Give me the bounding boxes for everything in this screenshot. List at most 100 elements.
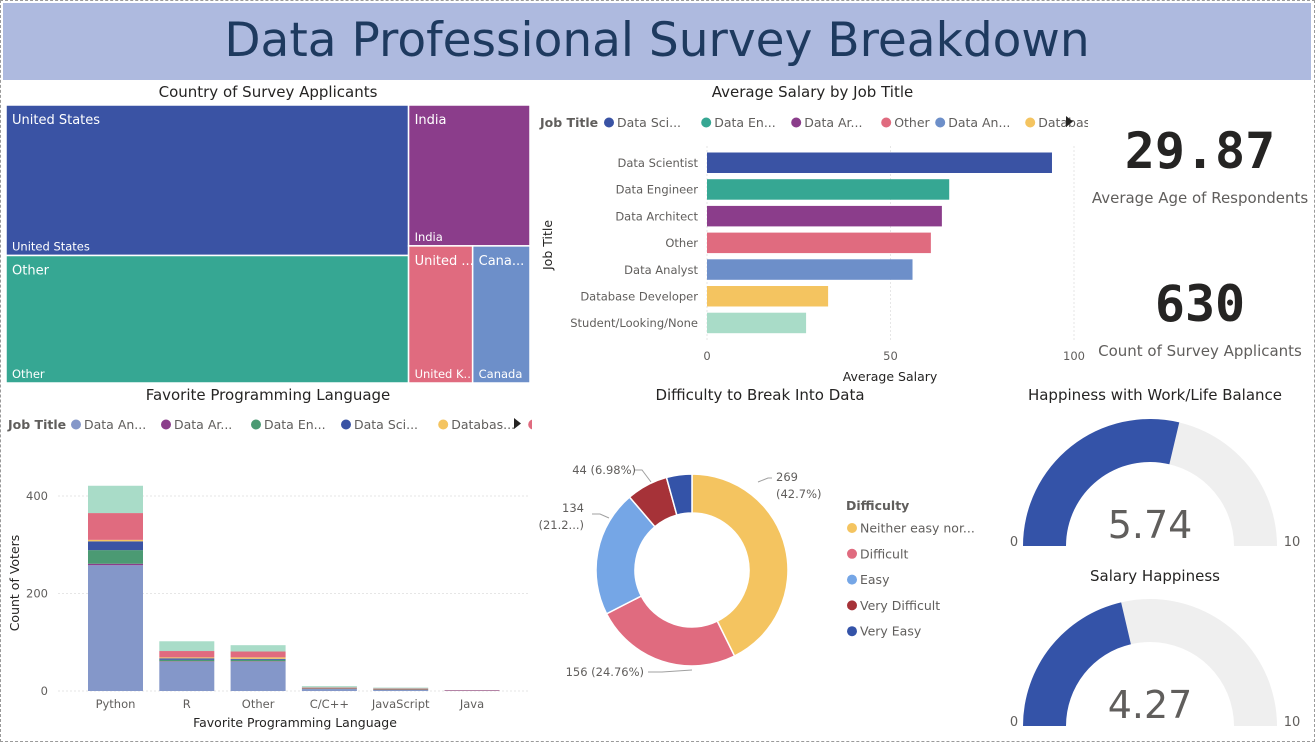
salary-legend-item: Data An... (948, 115, 1010, 130)
language-bar-segment (88, 565, 143, 691)
treemap-tile (407, 105, 530, 247)
gauge-fill (1023, 418, 1180, 546)
treemap-title: Country of Survey Applicants (158, 83, 378, 101)
difficulty-legend-marker (847, 626, 857, 637)
donut-leader-line (648, 669, 693, 673)
donut-data-label: 269 (776, 470, 798, 484)
wlb-gauge: 5.74 0 10 (1010, 418, 1301, 550)
difficulty-legend-item: Difficult (860, 546, 908, 561)
donut-data-label: 44 (6.98%) (572, 463, 636, 477)
donut-data-label: 134 (562, 501, 584, 515)
donut-data-label: (21.2...) (538, 518, 584, 532)
salary-category-label: Data Scientist (618, 156, 699, 170)
treemap-tile-footer: Canada (479, 367, 523, 381)
salary-bar-chart: Job Title Data Sci... Data En... Data Ar...… (539, 115, 1088, 384)
legend-next-arrow (514, 418, 521, 429)
language-legend-marker (161, 419, 171, 430)
treemap-tile-label: Other (12, 263, 50, 278)
legend-next-arrow (1066, 116, 1073, 127)
donut-data-label: 156 (24.76%) (566, 665, 644, 679)
salary-bar (707, 286, 829, 307)
language-bar-segment (159, 657, 215, 659)
gauge-fill (1023, 602, 1131, 726)
salary-legend-marker (604, 117, 614, 128)
difficulty-legend-item: Very Easy (860, 624, 922, 639)
language-y-axis-title: Count of Voters (7, 535, 22, 632)
applicant-count-label: Count of Survey Applicants (1098, 342, 1302, 360)
gauge-min-label: 0 (1010, 715, 1018, 730)
salary-legend-marker (935, 117, 946, 128)
salary-happiness-gauge-title: Salary Happiness (1090, 567, 1220, 585)
language-category-label: Python (96, 697, 136, 711)
language-bar-segment (230, 651, 286, 658)
salary-legend-title: Job Title (539, 115, 598, 130)
salary-category-label: Other (665, 236, 698, 250)
language-bar-segment (159, 661, 215, 691)
language-legend-item: Data An... (84, 417, 146, 432)
language-bar-segment (88, 485, 143, 514)
salary-category-label: Data Architect (615, 209, 698, 223)
language-y-tick: 200 (26, 587, 48, 601)
treemap-tile (471, 245, 530, 383)
title-banner: Data Professional Survey Breakdown (3, 3, 1311, 80)
salary-category-label: Database Developer (580, 290, 698, 304)
language-x-axis-title: Favorite Programming Language (193, 715, 397, 730)
treemap-tile-label: Cana... (479, 254, 525, 269)
difficulty-legend-marker (847, 548, 857, 559)
language-bar-segment (301, 689, 357, 691)
language-bar-segment (159, 658, 215, 660)
donut-leader-line (592, 513, 610, 519)
gauge-max-label: 10 (1284, 535, 1301, 550)
salary-legend-marker (1025, 117, 1036, 128)
language-bar-segment (230, 657, 286, 659)
treemap-tile-footer: India (415, 230, 443, 244)
salary-bar (707, 179, 950, 200)
donut-leader-line (757, 477, 772, 483)
donut-slice (605, 594, 736, 667)
language-legend-marker (341, 419, 351, 430)
language-bar-segment (230, 658, 286, 660)
salary-legend-item: Data Ar... (804, 115, 862, 130)
salary-y-axis-title: Job Title (540, 220, 555, 271)
language-bar-segment (88, 550, 143, 564)
gauge-min-label: 0 (1010, 535, 1018, 550)
salary-bar (707, 232, 931, 254)
donut-data-label: (42.7%) (776, 487, 822, 501)
salary-legend-item: Databas... (1038, 115, 1088, 130)
treemap-tile-label: United States (12, 113, 100, 128)
gauge-value: 4.27 (1108, 683, 1193, 727)
language-bar-segment (230, 659, 286, 662)
donut-leader-line (634, 469, 652, 483)
language-category-label: JavaScript (371, 697, 430, 711)
salary-bar (707, 205, 942, 227)
language-bar-segment (301, 687, 357, 689)
language-bar-segment (373, 687, 429, 689)
difficulty-legend-marker (847, 600, 857, 611)
treemap-tile-label: India (415, 113, 447, 128)
salary-x-tick: 50 (883, 349, 898, 363)
salary-bar (707, 312, 807, 334)
salary-legend-marker (791, 117, 802, 128)
language-bar-segment (159, 651, 215, 658)
difficulty-legend-title: Difficulty (846, 498, 909, 513)
applicant-count-value: 630 (1154, 275, 1246, 333)
salary-x-tick: 100 (1063, 349, 1085, 363)
salary-category-label: Data Analyst (624, 263, 698, 277)
language-y-tick: 0 (41, 684, 48, 698)
language-legend-marker (251, 419, 261, 430)
wlb-gauge-title: Happiness with Work/Life Balance (1027, 386, 1283, 404)
donut-slice (665, 473, 693, 516)
language-bar-segment (88, 541, 143, 551)
country-treemap: United States United States Other Other Indi… (6, 105, 530, 383)
salary-x-axis-title: Average Salary (843, 369, 938, 384)
salary-category-label: Student/Looking/None (570, 316, 698, 330)
language-chart-title: Favorite Programming Language (145, 386, 391, 404)
language-category-label: R (183, 697, 191, 711)
gauge-max-label: 10 (1284, 715, 1301, 730)
salary-category-label: Data Engineer (616, 183, 699, 197)
language-bar-segment (88, 513, 143, 540)
language-bar-segment (159, 641, 215, 652)
treemap-tile-footer: United States (12, 239, 90, 253)
salary-x-tick: 0 (703, 349, 710, 363)
language-bar-segment (88, 563, 143, 566)
